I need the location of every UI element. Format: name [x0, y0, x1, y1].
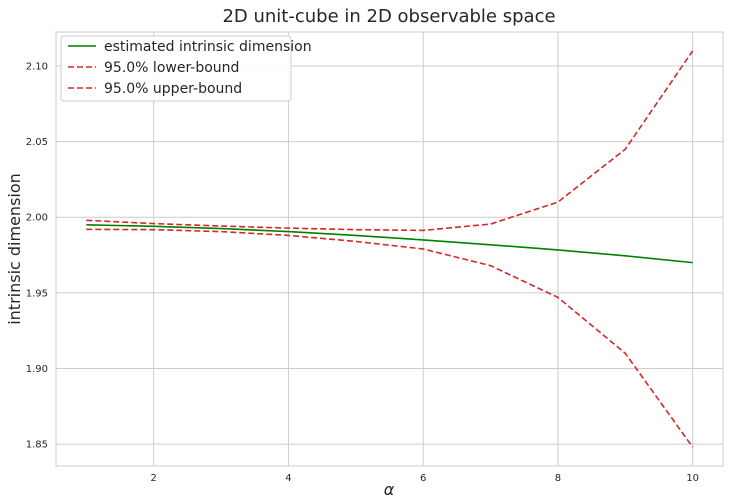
legend-label-upper-bound: 95.0% upper-bound — [104, 81, 242, 97]
x-tick-label: 8 — [555, 473, 561, 484]
x-tick-label: 4 — [285, 473, 291, 484]
x-axis-title: α — [384, 480, 395, 499]
chart-title: 2D unit-cube in 2D observable space — [222, 6, 555, 27]
y-tick-label: 1.85 — [26, 440, 48, 451]
series-line-upper-bound — [86, 50, 694, 232]
tick-labels: 2 4 6 8 10 1.85 1.90 1.95 2.00 2.05 2.10 — [26, 62, 699, 484]
x-tick-label: 6 — [420, 473, 426, 484]
series-group — [86, 50, 694, 448]
y-tick-label: 1.90 — [26, 364, 48, 375]
y-tick-label: 2.05 — [26, 137, 48, 148]
y-axis-title: intrinsic dimension — [5, 173, 24, 325]
grid — [56, 32, 723, 466]
x-tick-label: 10 — [686, 473, 699, 484]
legend-box — [60, 35, 292, 102]
legend-label-estimated: estimated intrinsic dimension — [104, 39, 312, 55]
x-tick-label: 2 — [151, 473, 157, 484]
legend-label-lower-bound: 95.0% lower-bound — [104, 60, 239, 76]
y-tick-label: 1.95 — [26, 288, 48, 299]
legend: estimated intrinsic dimension 95.0% lowe… — [60, 35, 312, 102]
series-line-estimated — [86, 224, 693, 264]
y-tick-label: 2.00 — [26, 213, 48, 224]
plot-area — [55, 31, 724, 467]
series-line-lower-bound — [86, 228, 694, 448]
y-tick-label: 2.10 — [26, 62, 48, 73]
